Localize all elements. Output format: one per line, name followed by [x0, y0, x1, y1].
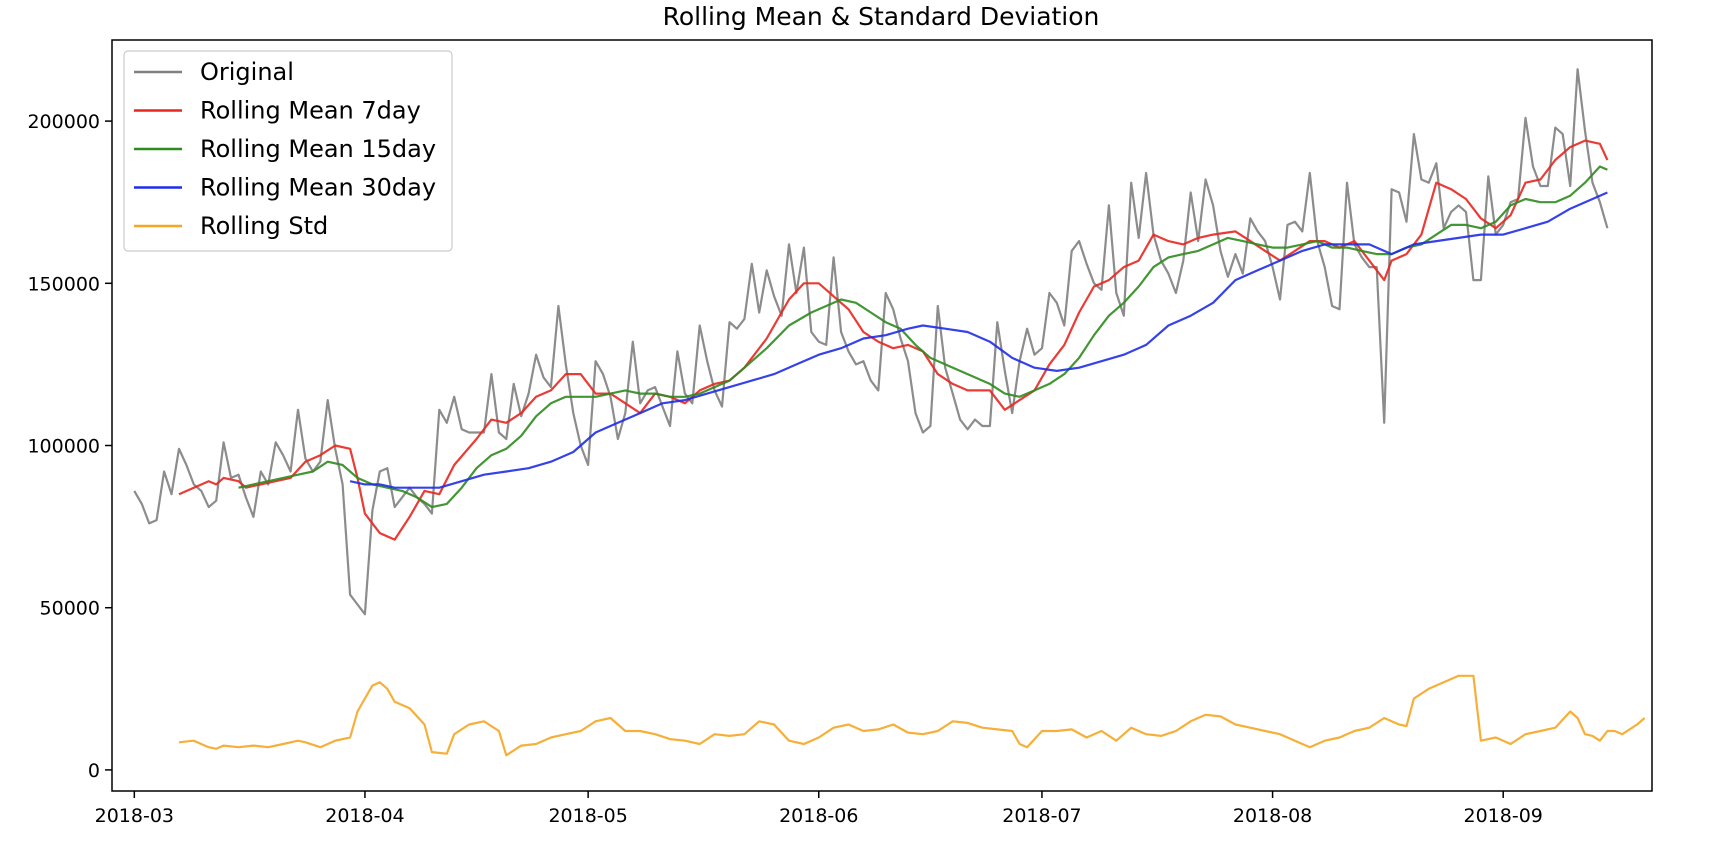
x-tick-label: 2018-03 — [95, 805, 174, 827]
y-tick-label: 0 — [88, 760, 100, 782]
legend-label: Rolling Mean 15day — [200, 135, 436, 163]
x-tick-label: 2018-06 — [779, 805, 858, 827]
x-tick-label: 2018-05 — [548, 805, 627, 827]
chart-title: Rolling Mean & Standard Deviation — [663, 2, 1100, 31]
y-axis: 0 50000 100000 150000 200000 — [27, 111, 112, 782]
x-tick-label: 2018-09 — [1464, 805, 1543, 827]
legend-label: Original — [200, 58, 294, 86]
legend-label: Rolling Std — [200, 212, 328, 240]
y-tick-label: 200000 — [27, 111, 100, 133]
legend: Original Rolling Mean 7day Rolling Mean 15… — [123, 50, 453, 252]
x-tick-label: 2018-08 — [1233, 805, 1312, 827]
legend-label: Rolling Mean 30day — [200, 174, 436, 202]
plot-lines — [133, 68, 1646, 757]
plot-frame — [111, 39, 1653, 792]
y-tick-label: 50000 — [40, 598, 100, 620]
legend-label: Rolling Mean 7day — [200, 97, 421, 125]
series-line-2 — [178, 139, 1609, 541]
x-tick-label: 2018-04 — [325, 805, 404, 827]
series-line-5 — [178, 674, 1646, 757]
x-axis: 2018-03 2018-04 2018-05 2018-06 2018-07 2018-… — [95, 791, 1543, 827]
series-line-1 — [133, 68, 1609, 616]
legend-box — [123, 50, 453, 252]
series-line-4 — [349, 191, 1608, 489]
x-tick-label: 2018-07 — [1002, 805, 1081, 827]
y-tick-label: 150000 — [27, 273, 100, 295]
y-tick-label: 100000 — [27, 436, 100, 458]
